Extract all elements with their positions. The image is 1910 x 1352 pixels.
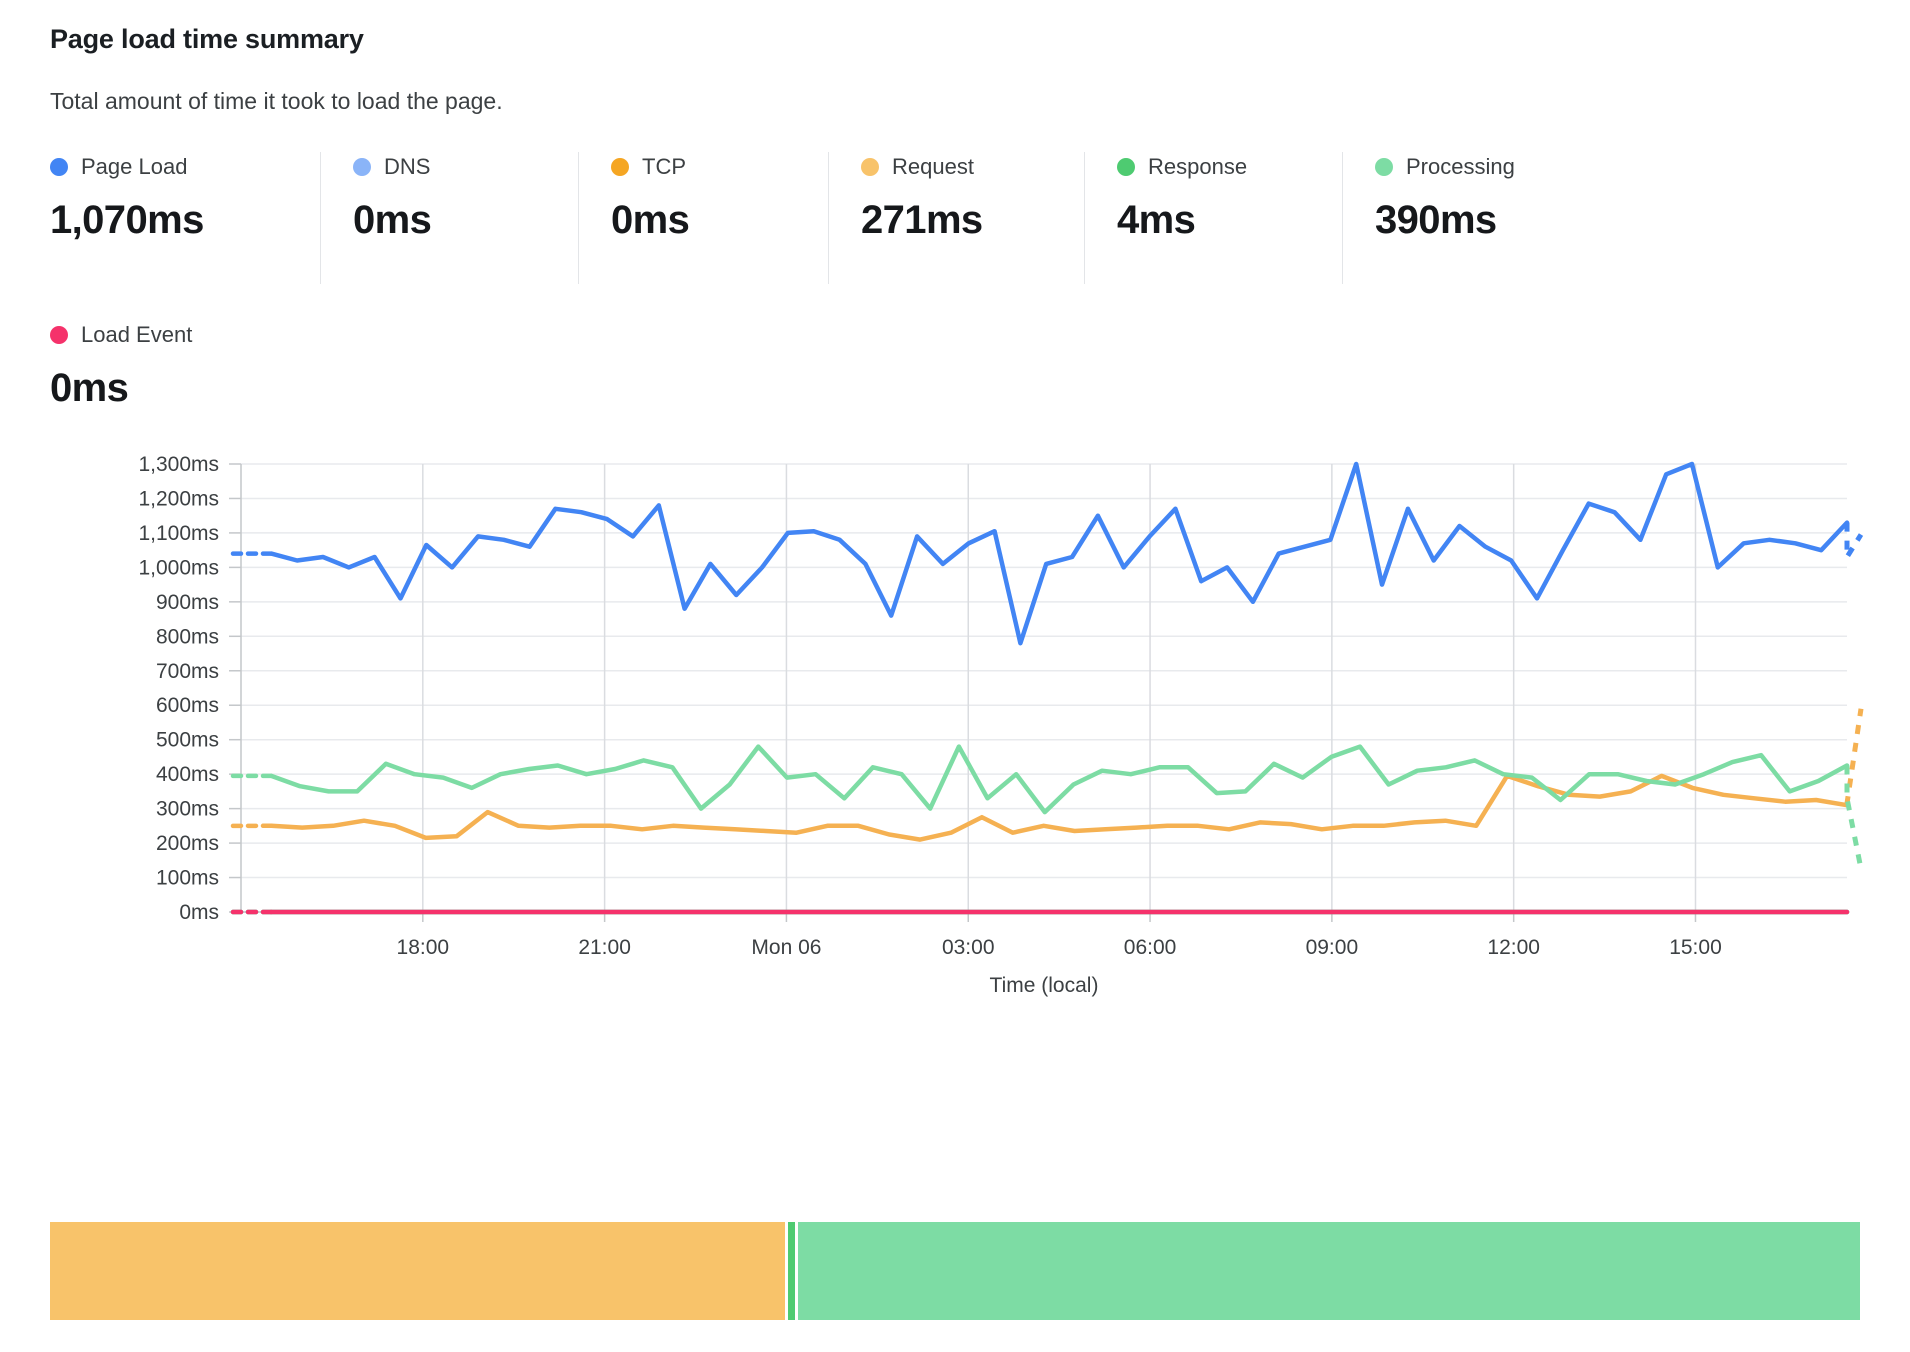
legend-dot-icon-response	[1117, 158, 1135, 176]
metric-value: 390ms	[1375, 198, 1497, 242]
page-subtitle: Total amount of time it took to load the…	[50, 88, 503, 114]
x-axis-title: Time (local)	[990, 974, 1099, 997]
x-axis-tick-label: 15:00	[1669, 936, 1722, 959]
legend-dot-icon-request	[861, 158, 879, 176]
series-projection-processing	[1844, 765, 1864, 870]
metric-label: TCP	[642, 154, 686, 179]
metric-label: Page Load	[81, 154, 188, 179]
waterfall-segment-request[interactable]	[50, 1222, 788, 1320]
y-axis-tick-label: 0ms	[179, 901, 219, 924]
legend-dot-icon-load-event	[50, 326, 68, 344]
waterfall-segment-processing[interactable]	[798, 1222, 1860, 1320]
metric-load-event: Load Event 0ms	[50, 320, 192, 411]
y-axis-tick-label: 1,000ms	[138, 556, 219, 579]
x-axis-tick-label: Mon 06	[751, 936, 821, 959]
x-axis-tick-label: 12:00	[1487, 936, 1540, 959]
y-axis-tick-label: 1,100ms	[138, 522, 219, 545]
y-axis-tick-label: 800ms	[156, 625, 219, 648]
metric-value: 1,070ms	[50, 198, 204, 242]
series-line-request	[269, 773, 1850, 842]
x-axis-tick-label: 18:00	[397, 936, 450, 959]
y-axis-tick-label: 400ms	[156, 763, 219, 786]
metric-load-event-label: Load Event	[81, 322, 193, 347]
metric-dns: DNS 0ms	[320, 152, 578, 284]
y-axis-tick-label: 1,300ms	[138, 453, 219, 476]
series-line-processing	[269, 744, 1850, 815]
y-axis-tick-label: 200ms	[156, 832, 219, 855]
y-axis-tick-label: 700ms	[156, 660, 219, 683]
x-axis-tick-label: 03:00	[942, 936, 995, 959]
legend-dot-icon-page-load	[50, 158, 68, 176]
x-axis-tick-label: 06:00	[1124, 936, 1177, 959]
metric-value: 271ms	[861, 198, 983, 242]
series-projection-page-load	[1844, 522, 1864, 566]
y-axis-tick-label: 600ms	[156, 694, 219, 717]
y-axis-tick-label: 1,200ms	[138, 487, 219, 510]
waterfall-segment-response[interactable]	[787, 1222, 799, 1320]
metric-label: Response	[1148, 154, 1248, 179]
x-axis-tick-label: 09:00	[1306, 936, 1359, 959]
y-axis-tick-label: 500ms	[156, 729, 219, 752]
metric-value: 4ms	[1117, 198, 1196, 242]
metric-label: Request	[892, 154, 974, 179]
metric-head: Page Load	[50, 152, 320, 182]
metric-page-load: Page Load 1,070ms	[50, 152, 320, 284]
metric-tcp: TCP 0ms	[578, 152, 828, 284]
legend-dot-icon-dns	[353, 158, 371, 176]
metric-head: DNS	[321, 152, 578, 182]
metric-head: Response	[1085, 152, 1342, 182]
metric-value: 0ms	[611, 198, 690, 242]
metric-load-event-head: Load Event	[50, 320, 192, 350]
page-title: Page load time summary	[50, 24, 364, 54]
line-chart-svg[interactable]: 0ms 100ms 200ms 300ms 400ms 500ms 600ms 700ms 80…	[0, 430, 1910, 1000]
metric-value: 0ms	[353, 198, 432, 242]
metric-label: DNS	[384, 154, 431, 179]
metric-load-event-value: 0ms	[50, 366, 129, 410]
legend-dot-icon-tcp	[611, 158, 629, 176]
metric-summary-strip: Page Load 1,070ms DNS 0ms TCP 0ms Request 271ms…	[50, 152, 1860, 284]
series-line-page-load	[269, 461, 1850, 646]
metric-head: Processing	[1343, 152, 1602, 182]
metric-head: Request	[829, 152, 1084, 182]
y-axis-tick-label: 100ms	[156, 867, 219, 890]
metric-processing: Processing 390ms	[1342, 152, 1602, 284]
y-axis-tick-label: 900ms	[156, 591, 219, 614]
metric-label: Processing	[1406, 154, 1515, 179]
waterfall-bar[interactable]	[50, 1222, 1860, 1320]
page-load-time-line-chart[interactable]: 0ms 100ms 200ms 300ms 400ms 500ms 600ms 700ms 80…	[0, 430, 1910, 1000]
metric-response: Response 4ms	[1084, 152, 1342, 284]
legend-dot-icon-processing	[1375, 158, 1393, 176]
x-axis-tick-label: 21:00	[578, 936, 631, 959]
y-axis-tick-label: 300ms	[156, 798, 219, 821]
metric-head: TCP	[579, 152, 828, 182]
metric-request: Request 271ms	[828, 152, 1084, 284]
